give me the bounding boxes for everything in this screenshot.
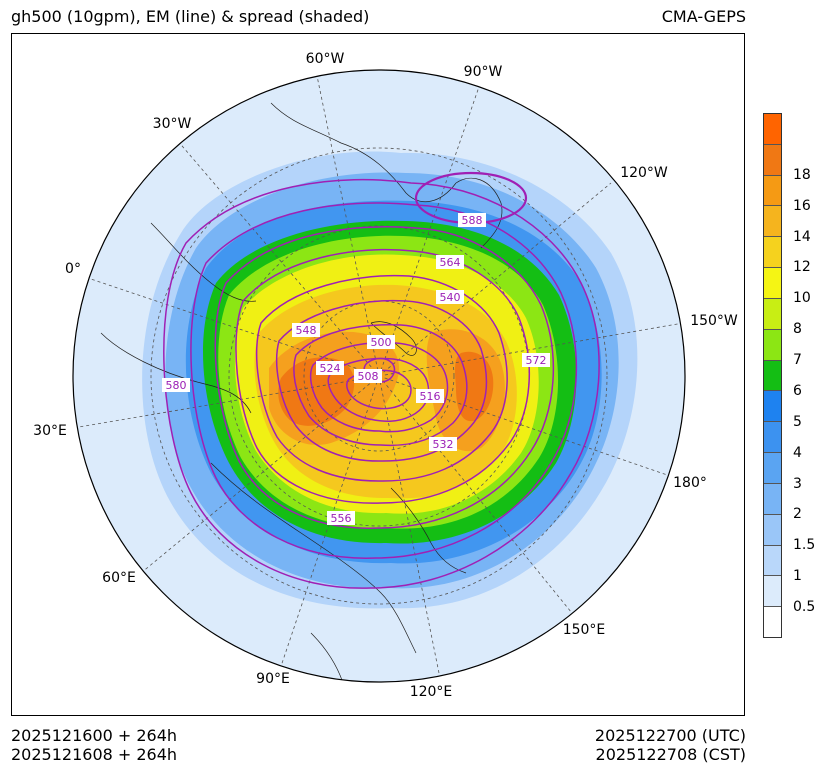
valid-time: 2025122700 (UTC) 2025122708 (CST)	[595, 726, 746, 764]
contour-label-bg	[436, 290, 464, 304]
contour-548	[255, 274, 508, 482]
colorbar-tick-label: 5	[793, 413, 802, 430]
contour-label-bg	[416, 389, 444, 403]
height-contours	[163, 171, 600, 589]
colorbar-tick-label: 14	[793, 228, 811, 245]
contour-label-bg	[458, 213, 486, 227]
lon-label: 60°E	[102, 570, 136, 586]
polar-map: 588 564 540 548 524 500 508 516 532 572 …	[33, 51, 738, 700]
colorbar-cell	[764, 544, 781, 576]
colorbar-cell	[764, 482, 781, 514]
lon-label: 90°E	[256, 671, 290, 687]
chart-title: gh500 (10gpm), EM (line) & spread (shade…	[11, 7, 370, 26]
colorbar-cell	[764, 205, 781, 237]
colorbar-tick-label: 3	[793, 475, 802, 492]
lon-label: 150°E	[563, 622, 606, 638]
contour-540	[276, 299, 488, 462]
lon-label: 90°W	[464, 64, 503, 80]
contour-532	[293, 324, 468, 447]
colorbar-tick-label: 18	[793, 166, 811, 183]
colorbar-cell	[764, 359, 781, 391]
colorbar-cell	[764, 113, 781, 144]
contour-556	[235, 248, 531, 504]
contour-label-bg	[367, 335, 395, 349]
contour-label: 564	[440, 256, 461, 269]
colorbar-tick-label: 16	[793, 197, 811, 214]
lon-label: 30°W	[153, 116, 192, 132]
colorbar-tick-label: 1	[793, 568, 802, 585]
contour-label: 548	[296, 324, 317, 337]
init-time-utc: 2025121600 + 264h	[11, 726, 178, 745]
colorbar-tick-label: 4	[793, 444, 802, 461]
valid-time-cst: 2025122708 (CST)	[595, 745, 746, 764]
contour-label: 556	[331, 512, 352, 525]
contour-label-bg	[522, 353, 550, 367]
valid-time-utc: 2025122700 (UTC)	[594, 726, 746, 745]
contour-label-bg	[327, 511, 355, 525]
colorbar-tick-label: 6	[793, 382, 802, 399]
contour-508	[346, 369, 412, 410]
contour-572	[190, 202, 578, 559]
init-time-cst: 2025121608 + 264h	[11, 745, 178, 764]
contour-label: 508	[358, 370, 379, 383]
contour-label-bg	[436, 255, 464, 269]
colorbar-tick-label: 1.5	[793, 537, 816, 554]
colorbar-tick-label: 8	[793, 321, 802, 338]
contour-label-bg	[292, 323, 320, 337]
colorbar-cell	[764, 297, 781, 329]
colorbar	[763, 113, 782, 638]
colorbar-cell	[764, 606, 781, 637]
contour-label: 524	[320, 362, 341, 375]
longitude-labels: 60°W 90°W 30°W 120°W 0° 150°W 30°E 180° …	[33, 51, 738, 700]
lon-label: 0°	[65, 261, 81, 277]
contour-label: 540	[440, 291, 461, 304]
contour-580	[163, 178, 600, 589]
init-time: 2025121600 + 264h 2025121608 + 264h	[11, 726, 177, 764]
contour-label: 500	[371, 336, 392, 349]
contour-label: 516	[420, 390, 441, 403]
colorbar-cell	[764, 513, 781, 545]
lon-label: 120°W	[620, 165, 668, 181]
colorbar-cell	[764, 236, 781, 268]
colorbar-cell	[764, 174, 781, 206]
colorbar-cell	[764, 267, 781, 298]
map-boundary	[72, 69, 686, 683]
colorbar-tick-label: 12	[793, 259, 811, 276]
lon-label: 180°	[673, 475, 707, 491]
colorbar-tick-label: 10	[793, 290, 811, 307]
colorbar-tick-label: 7	[793, 352, 802, 369]
contour-516	[327, 357, 430, 422]
contour-label-bg	[162, 378, 190, 392]
colorbar-cell	[764, 390, 781, 422]
colorbar-cell	[764, 328, 781, 360]
lon-label: 60°W	[306, 51, 345, 67]
contour-label: 588	[462, 214, 483, 227]
colorbar-tick-label: 2	[793, 506, 802, 523]
contour-labels: 588 564 540 548 524 500 508 516 532 572 …	[162, 213, 550, 525]
contour-label-bg	[354, 369, 382, 383]
model-name: CMA-GEPS	[661, 7, 746, 26]
contour-label: 532	[433, 438, 454, 451]
contour-label-bg	[316, 361, 344, 375]
lon-label: 150°W	[690, 313, 738, 329]
colorbar-cell	[764, 421, 781, 453]
contour-label: 572	[526, 354, 547, 367]
colorbar-cell	[764, 575, 781, 607]
colorbar-tick-label: 0.5	[793, 599, 816, 616]
lon-label: 30°E	[33, 423, 67, 439]
contour-564	[214, 226, 555, 529]
contour-label: 580	[166, 379, 187, 392]
contour-label-bg	[429, 437, 457, 451]
colorbar-cell	[764, 452, 781, 483]
lon-label: 120°E	[410, 684, 453, 700]
colorbar-cell	[764, 143, 781, 175]
